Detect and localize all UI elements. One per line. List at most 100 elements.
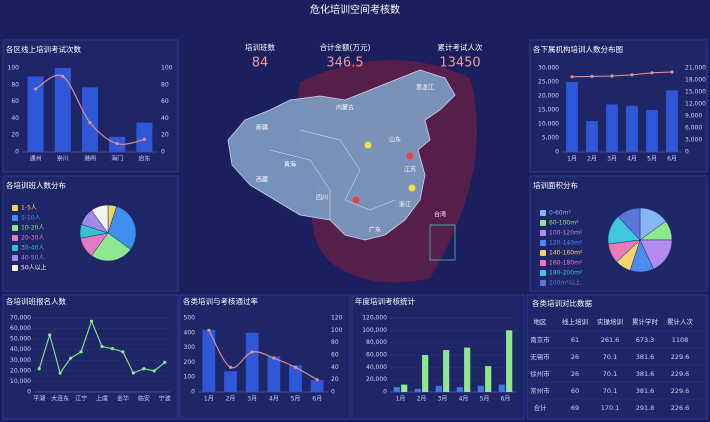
bar (506, 330, 513, 392)
x-tick-label: 5月 (647, 156, 657, 163)
line-point (207, 328, 211, 332)
legend-swatch (12, 255, 18, 261)
x-tick-label: 通州 (30, 155, 42, 163)
line-point (570, 75, 574, 79)
panel-title: 各下属机构培训人数分布图 (533, 44, 623, 54)
table-header: 地区 (534, 317, 548, 326)
x-tick-label: 启东 (138, 155, 150, 163)
legend-swatch (540, 280, 546, 286)
legend-label: 140-160m² (549, 250, 583, 257)
legend-label: 40-50人 (21, 255, 44, 262)
line-point (100, 344, 104, 349)
line-point (79, 350, 83, 354)
x-tick-label: 金华 (117, 395, 129, 403)
y-tick-label: 0 (383, 389, 387, 396)
y-tick-label: 10,000 (538, 121, 559, 128)
bar (401, 384, 408, 392)
y-tick-label: 40,000 (10, 346, 31, 353)
y2-tick-label: 21,000 (685, 65, 706, 72)
x-tick-label: 3月 (438, 396, 448, 403)
map-label: 黑龙江 (416, 84, 434, 92)
province-border (269, 149, 331, 220)
y-tick-label: 60,000 (366, 352, 387, 359)
line-point (152, 369, 156, 373)
y-tick-label: 200 (184, 359, 196, 366)
y2-tick-label: 6,000 (685, 125, 702, 132)
map (227, 59, 477, 283)
pie-slice (107, 206, 137, 250)
x-tick-label: 6月 (667, 156, 677, 163)
map-label: 青海 (284, 161, 296, 169)
legend-swatch (540, 240, 546, 246)
bar (626, 105, 638, 152)
line-point (142, 137, 146, 141)
x-tick-label: 海门 (111, 155, 123, 163)
x-tick-label: 临安 (138, 395, 150, 403)
legend-label: 160-180m² (549, 260, 583, 267)
map-label: 台湾 (434, 211, 446, 219)
y2-tick-label: 20 (331, 376, 339, 383)
table-cell: 常州市 (530, 386, 550, 395)
x-tick-label: 上虞 (96, 395, 108, 403)
y-tick-label: 30,000 (10, 357, 31, 364)
y-tick-label: 0 (555, 149, 559, 156)
panel-title: 各类培训与考核通过率 (183, 296, 258, 306)
bar (566, 82, 578, 152)
y-tick-label: 15,000 (538, 107, 559, 114)
line-point (650, 71, 654, 75)
table-cell: 70.1 (603, 387, 617, 395)
panel-title: 培训面积分布 (533, 180, 578, 190)
y2-tick-label: 18,000 (685, 77, 706, 84)
y2-tick-label: 0 (331, 389, 335, 396)
panel-title: 各培训班人数分布 (6, 180, 66, 190)
legend-label: 30-40人 (21, 245, 44, 252)
legend-swatch (540, 250, 546, 256)
legend-label: 120-140m² (549, 240, 583, 247)
bar (606, 104, 618, 152)
y2-tick-label: 100 (331, 327, 343, 334)
table-cell: 229.6 (671, 370, 690, 378)
y-tick-label: 20,000 (366, 376, 387, 383)
y-tick-label: 20,000 (538, 93, 559, 100)
line-point (630, 73, 634, 77)
x-tick-label: 3月 (607, 156, 617, 163)
stat-label: 累计考试人次 (438, 42, 483, 52)
bar (54, 68, 71, 152)
bar (245, 332, 259, 392)
y-tick-label: 400 (184, 329, 196, 336)
map-label: 四川 (316, 195, 328, 202)
pie-slice (617, 207, 641, 241)
hotspot (364, 141, 372, 149)
bar (443, 350, 450, 392)
y-tick-label: 40 (11, 115, 19, 122)
table-cell: 合计 (534, 403, 548, 412)
table-cell: 170.1 (601, 404, 620, 412)
panel-title: 各培训班报名人数 (6, 296, 66, 306)
map-inset (429, 224, 456, 261)
bar (224, 371, 237, 392)
map-label: 江苏 (404, 166, 416, 174)
x-tick-label: 4月 (459, 396, 469, 403)
line-point (610, 74, 614, 78)
y-tick-label: 60 (11, 98, 19, 105)
line-point (89, 319, 94, 323)
y-tick-label: 30,000 (538, 65, 559, 72)
y-tick-label: 0 (191, 389, 195, 396)
table-cell: 徐州市 (530, 369, 550, 378)
x-tick-label: 5月 (291, 396, 301, 403)
stat-value: 84 (252, 56, 269, 71)
bar (289, 365, 302, 392)
y2-tick-label: 80 (161, 81, 169, 88)
y-tick-label: 40,000 (366, 364, 387, 371)
y-tick-label: 100 (184, 374, 196, 381)
y2-tick-label: 120 (331, 315, 343, 322)
panel-title: 各区线上培训考试次数 (6, 44, 81, 54)
line-point (37, 367, 41, 371)
panel-title: 各类培训对比数据 (532, 298, 592, 308)
line-point (61, 74, 65, 78)
bar (485, 366, 492, 392)
line-point (163, 360, 167, 364)
map-label: 内蒙古 (336, 104, 354, 112)
stat-label: 培训班数 (245, 42, 275, 52)
bar (27, 76, 44, 152)
